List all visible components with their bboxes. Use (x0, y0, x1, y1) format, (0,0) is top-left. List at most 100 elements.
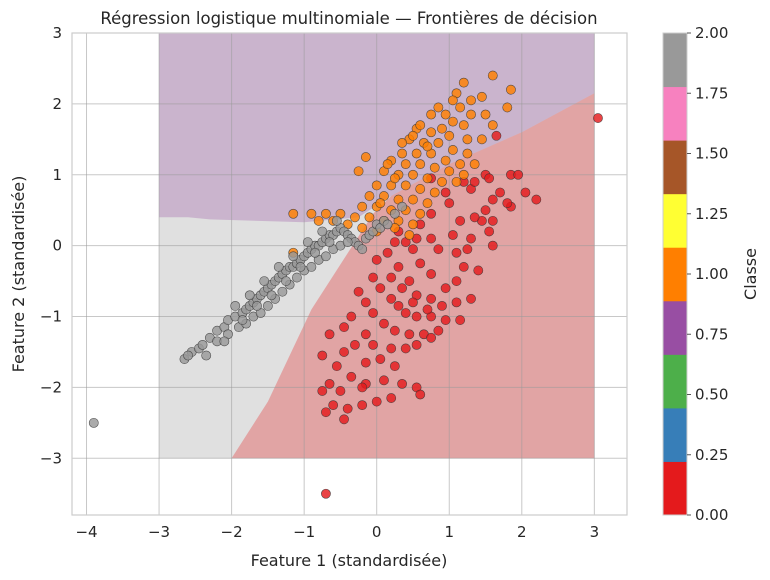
data-point-class-0 (444, 198, 455, 209)
region-class-0 (231, 93, 595, 459)
data-point-class-1 (426, 109, 437, 120)
data-point-class-2 (382, 219, 393, 230)
data-point-class-0 (437, 300, 447, 311)
data-point-class-2 (295, 262, 306, 272)
data-point-class-0 (375, 354, 386, 364)
data-point-class-0 (386, 393, 397, 403)
data-point-class-0 (379, 375, 389, 386)
data-point-class-0 (368, 308, 378, 318)
data-point-class-0 (339, 347, 349, 357)
data-point-class-2 (306, 262, 317, 272)
colorbar-tick-label: 1.25 (695, 205, 728, 223)
data-point-class-0 (339, 322, 349, 333)
data-point-class-0 (426, 233, 437, 244)
data-point-class-0 (360, 297, 371, 308)
data-point-class-0 (513, 169, 524, 180)
data-point-class-0 (317, 386, 328, 396)
data-point-class-0 (389, 361, 400, 372)
colorbar-label: Classe (741, 248, 760, 300)
data-point-class-2 (262, 300, 273, 311)
data-point-class-0 (415, 258, 426, 269)
data-point-class-0 (339, 414, 349, 425)
data-point-class-1 (447, 95, 458, 106)
data-point-class-2 (302, 237, 313, 248)
data-point-class-0 (328, 400, 339, 411)
data-point-class-0 (353, 286, 364, 297)
data-point-class-0 (480, 205, 491, 216)
data-point-class-1 (458, 120, 469, 131)
x-tick-label: 2 (517, 523, 527, 541)
colorbar-segment (663, 407, 687, 462)
data-point-class-0 (440, 315, 451, 325)
data-point-class-1 (357, 201, 368, 212)
x-tick-label: −4 (75, 523, 97, 541)
data-point-class-0 (321, 488, 331, 499)
data-point-class-1 (415, 159, 426, 170)
data-point-class-1 (353, 166, 364, 177)
data-point-class-2 (281, 276, 291, 286)
data-point-class-2 (273, 262, 284, 272)
colorbar-segment (663, 354, 687, 409)
data-point-class-0 (317, 350, 328, 361)
data-point-class-1 (429, 187, 440, 198)
data-point-class-0 (484, 173, 495, 184)
data-point-class-0 (593, 113, 603, 123)
data-point-class-1 (455, 102, 466, 113)
data-point-class-0 (408, 297, 418, 308)
colorbar-segment (663, 247, 687, 302)
data-point-class-1 (288, 208, 299, 219)
data-point-class-1 (440, 155, 451, 166)
data-point-class-2 (292, 272, 302, 283)
colorbar-tick-label: 0.75 (695, 325, 728, 343)
data-point-class-1 (415, 120, 426, 131)
data-point-class-2 (201, 350, 212, 361)
x-tick-label: 3 (590, 523, 600, 541)
data-point-class-2 (317, 226, 328, 237)
data-point-class-1 (506, 84, 516, 95)
data-point-class-2 (357, 244, 368, 255)
colorbar-segment (663, 86, 687, 141)
data-point-class-0 (433, 325, 444, 336)
data-point-class-1 (411, 148, 422, 159)
data-point-class-0 (389, 237, 400, 248)
data-point-class-0 (447, 230, 458, 240)
y-tick-label: 2 (52, 95, 62, 113)
data-point-class-1 (422, 173, 433, 184)
data-point-class-1 (433, 102, 444, 113)
data-point-class-0 (386, 293, 397, 304)
data-point-class-1 (462, 148, 473, 159)
data-point-class-0 (458, 262, 469, 272)
y-tick-label: 1 (52, 166, 62, 184)
y-tick-label: −2 (40, 378, 62, 396)
data-point-class-0 (466, 293, 476, 304)
data-point-class-1 (437, 176, 447, 187)
data-point-class-0 (357, 400, 368, 411)
data-point-class-1 (487, 120, 498, 131)
data-point-class-0 (331, 361, 342, 372)
data-point-class-0 (360, 329, 371, 340)
data-point-class-1 (477, 134, 487, 145)
data-point-class-1 (408, 130, 418, 141)
data-point-class-1 (371, 180, 382, 191)
data-point-class-1 (313, 215, 324, 226)
chart-title: Régression logistique multinomiale — Fro… (100, 9, 597, 28)
data-point-class-1 (433, 137, 444, 148)
data-point-class-2 (342, 237, 353, 248)
data-point-class-1 (462, 134, 473, 145)
data-point-class-1 (415, 208, 426, 219)
data-point-class-1 (477, 91, 487, 102)
colorbar-segment (663, 33, 687, 88)
data-point-class-1 (444, 166, 455, 177)
data-point-class-0 (400, 308, 411, 318)
data-point-class-1 (480, 109, 491, 120)
colorbar-tick-label: 1.00 (695, 265, 728, 283)
data-point-class-1 (437, 123, 447, 134)
data-point-class-0 (415, 389, 426, 400)
data-point-class-2 (183, 350, 193, 361)
data-point-class-1 (357, 223, 368, 233)
data-point-class-1 (350, 212, 360, 223)
data-point-class-0 (386, 272, 397, 283)
data-point-class-0 (473, 265, 484, 276)
data-point-class-1 (397, 148, 407, 159)
data-point-class-0 (469, 176, 480, 187)
